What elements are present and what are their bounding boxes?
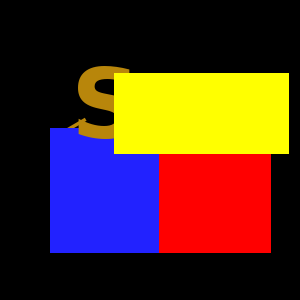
Text: CH3: CH3 — [120, 79, 284, 148]
Text: O: O — [168, 137, 262, 244]
Text: N: N — [59, 137, 152, 244]
Text: S: S — [70, 65, 141, 158]
